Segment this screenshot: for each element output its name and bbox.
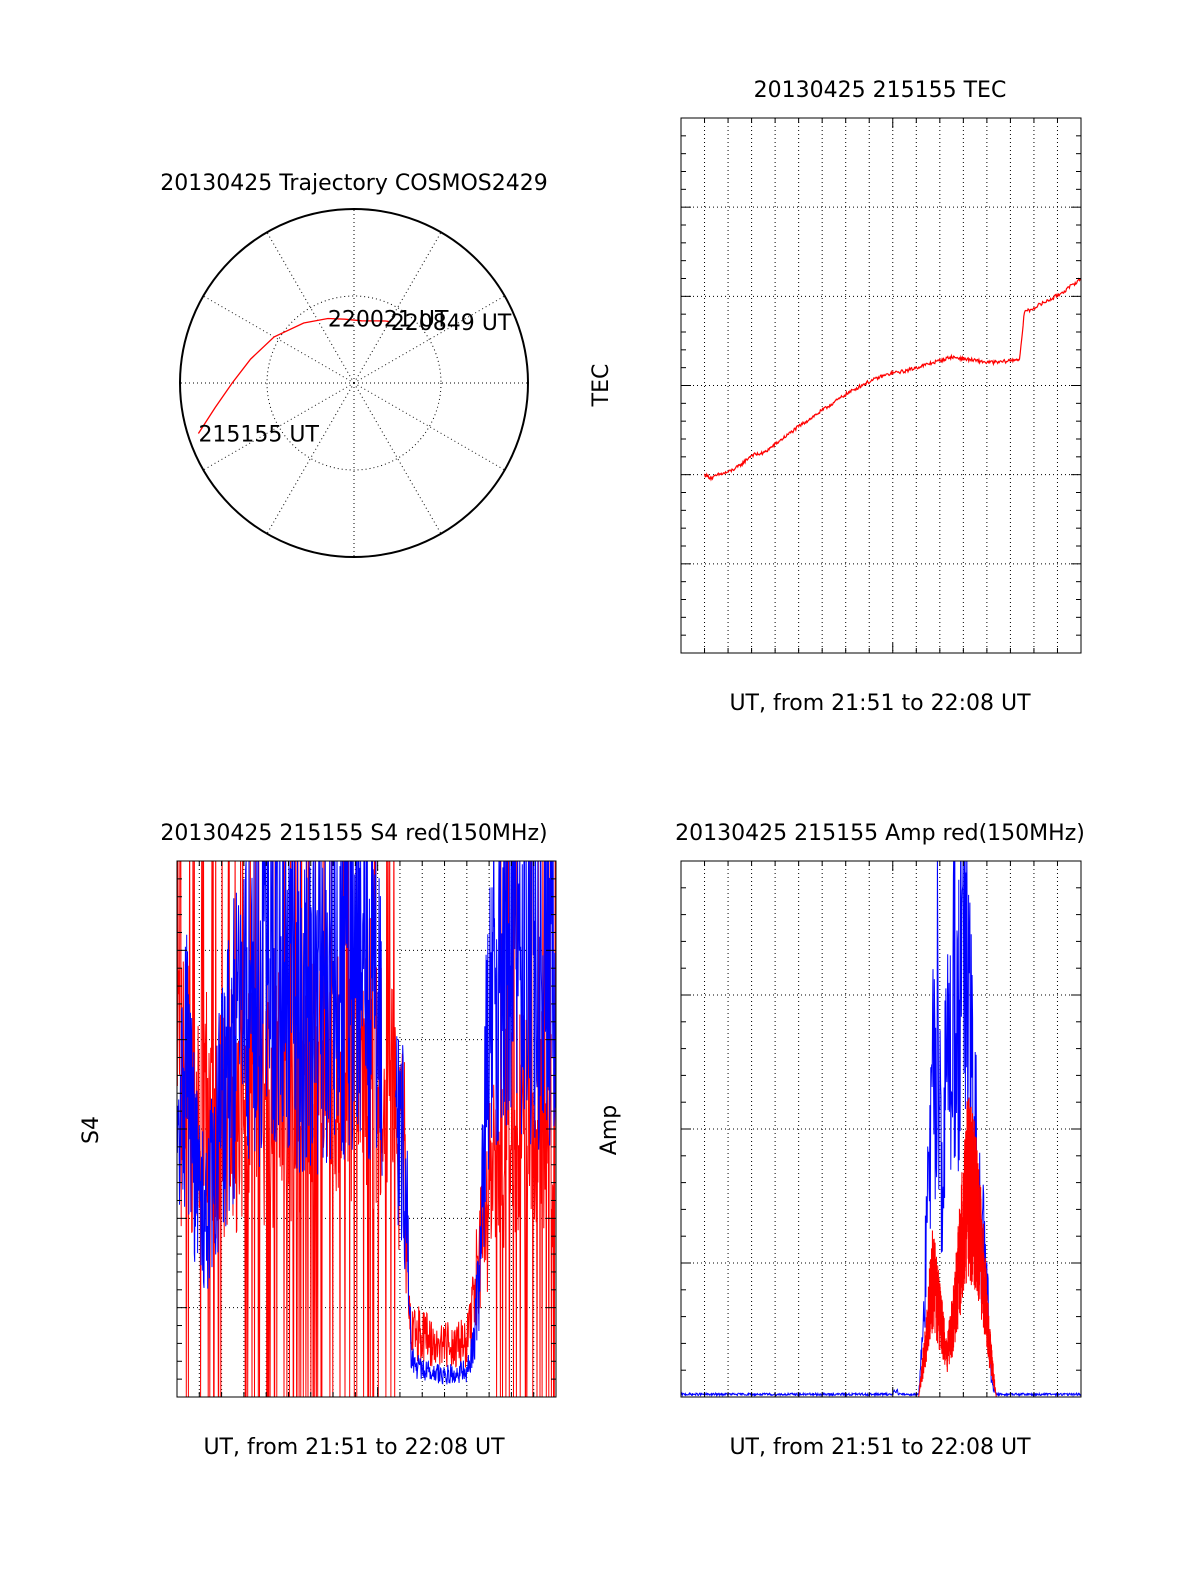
amp-series-line-1 [916, 1097, 997, 1397]
tec-series [703, 277, 1081, 482]
tec-grid [681, 118, 1081, 653]
s4-series-holder [177, 861, 556, 1397]
tec-title: 20130425 215155 TEC [754, 78, 1007, 103]
trajectory-annotation: 215155 UT [198, 423, 319, 448]
s4-plot-frame [176, 860, 557, 1398]
amp-series-line-0 [681, 861, 1081, 1397]
tec-series-line-0 [703, 277, 1081, 482]
polar-spoke-330 [266, 232, 355, 384]
s4-title: 20130425 215155 S4 red(150MHz) [160, 821, 547, 846]
amp-plot-frame [680, 860, 1082, 1398]
s4-series-line-0 [177, 861, 556, 1397]
s4-series [177, 861, 556, 1397]
tec-ylabel: TEC [589, 364, 614, 408]
amp-grid [681, 861, 1081, 1397]
tec-panel: 20130425 215155 TEC UT, from 21:51 to 22… [589, 78, 1082, 716]
trajectory-panel: 20130425 Trajectory COSMOS2429 215155 UT… [160, 171, 548, 558]
amp-xlabel: UT, from 21:51 to 22:08 UT [729, 1435, 1031, 1460]
tec-ticks [681, 117, 1081, 654]
polar-spoke-210 [266, 382, 355, 534]
trajectory-line [197, 317, 391, 434]
s4-series-line-1 [177, 861, 556, 1385]
trajectory-track [197, 317, 391, 434]
tec-xlabel: UT, from 21:51 to 22:08 UT [729, 691, 1031, 716]
s4-xlabel: UT, from 21:51 to 22:08 UT [203, 1435, 505, 1460]
polar-outer-circle [179, 208, 529, 558]
amp-panel: 20130425 215155 Amp red(150MHz) UT, from… [597, 821, 1085, 1460]
polar-spoke-120 [353, 382, 505, 471]
trajectory-annotation: 220849 UT [391, 311, 512, 336]
amp-ylabel: Amp [597, 1105, 622, 1155]
polar-spoke-300 [203, 295, 355, 384]
polar-spoke-30 [353, 232, 442, 384]
tec-plot-frame [680, 117, 1082, 654]
tec-series-holder [703, 277, 1081, 482]
trajectory-annotation: 220021 UT [328, 307, 449, 332]
polar-ring-50 [266, 295, 442, 471]
amp-ticks [681, 860, 1081, 1398]
polar-grid [179, 208, 529, 558]
polar-spoke-60 [353, 295, 505, 384]
polar-spoke-240 [203, 382, 355, 471]
amp-series-holder [681, 861, 1081, 1397]
s4-ylabel: S4 [79, 1116, 104, 1144]
polar-spoke-150 [353, 382, 442, 534]
amp-title: 20130425 215155 Amp red(150MHz) [675, 821, 1085, 846]
amp-series [681, 861, 1081, 1397]
trajectory-title: 20130425 Trajectory COSMOS2429 [160, 171, 547, 196]
s4-panel: 20130425 215155 S4 red(150MHz) UT, from … [79, 821, 557, 1460]
